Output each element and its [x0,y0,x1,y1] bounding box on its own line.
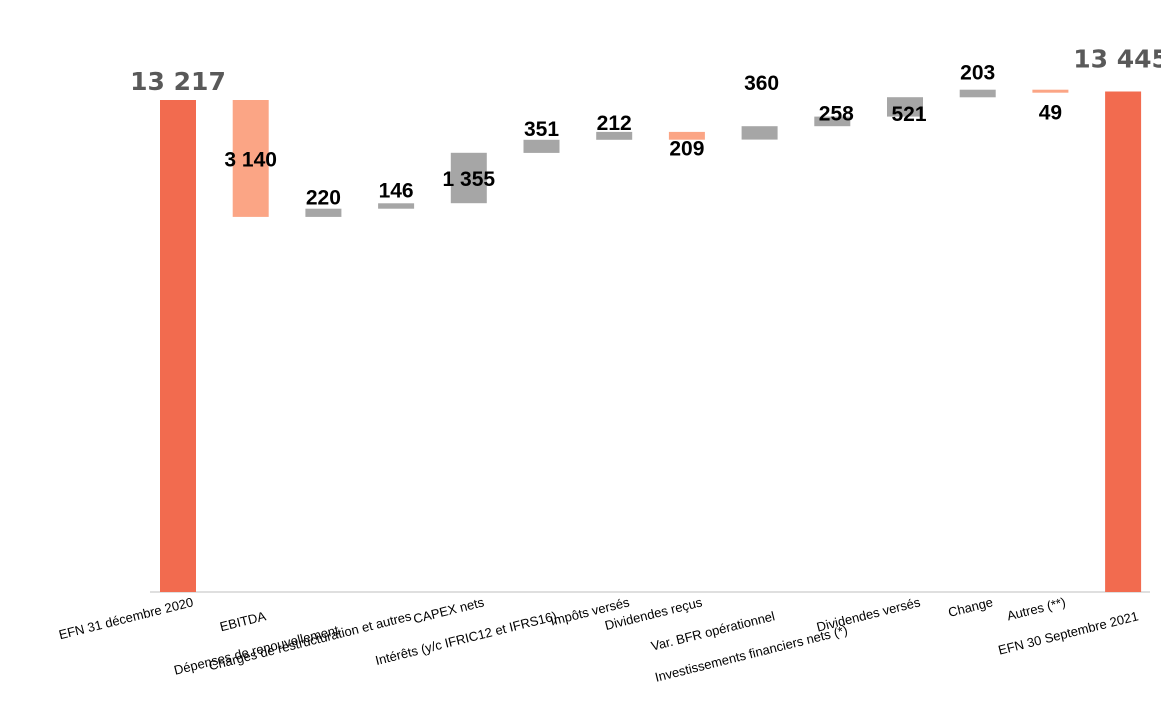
category-label-autres: Autres (**) [1005,594,1067,623]
category-label-efn-31-decembre-2020: EFN 31 décembre 2020 [57,594,195,642]
bar-ebitda [232,100,269,217]
value-label-dividendes-recus: 209 [669,138,704,161]
bar-change [959,89,996,98]
bar-var-bfr-operationnel [741,126,778,140]
bar-capex-nets [450,152,487,204]
bar-dividendes-verses [887,97,923,117]
bar-investissements-financiers-nets [814,116,851,127]
bar-dividendes-recus [668,131,705,140]
value-label-efn-31-decembre-2020: 13 217 [130,67,226,96]
value-label-impots-verses: 212 [597,112,632,135]
bar-impots-verses [596,131,633,140]
value-label-interets-y-c-ifric12-et-ifrs16: 351 [524,118,559,141]
category-label-change: Change [947,594,995,620]
category-label-capex-nets: CAPEX nets [412,594,486,626]
value-label-change: 203 [960,62,995,85]
value-label-capex-nets: 1 355 [443,168,496,191]
bar-efn-30-septembre-2021 [1105,91,1142,592]
bar-interets-y-c-ifric12-et-ifrs16 [523,139,560,153]
category-label-dividendes-verses: Dividendes versés [815,594,922,634]
value-label-investissements-financiers-nets: 258 [819,103,854,126]
bar-depenses-de-renouvellement [305,208,342,217]
value-label-var-bfr-operationnel: 360 [744,72,779,95]
bar-efn-31-decembre-2020 [160,100,196,592]
value-label-ebitda: 3 140 [224,148,277,171]
value-label-depenses-de-renouvellement: 220 [306,187,341,210]
bar-autres [1032,89,1069,93]
category-label-ebitda: EBITDA [218,608,268,634]
value-label-charges-de-restructuration-et-autres: 146 [379,179,414,202]
value-label-dividendes-verses: 521 [891,103,926,126]
value-label-efn-30-septembre-2021: 13 445 [1073,45,1161,74]
bar-charges-de-restructuration-et-autres [378,203,415,209]
value-label-autres: 49 [1039,102,1062,125]
